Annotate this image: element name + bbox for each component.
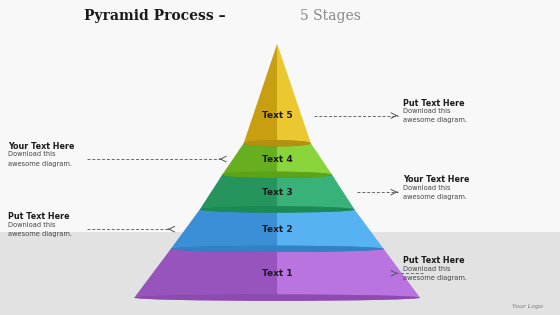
Ellipse shape [171,246,384,252]
Text: Your Text Here: Your Text Here [8,142,75,151]
Ellipse shape [222,172,332,177]
Ellipse shape [244,141,311,146]
Text: awesome diagram.: awesome diagram. [8,231,72,237]
Ellipse shape [171,246,384,251]
Text: Download this: Download this [403,266,451,272]
Text: Put Text Here: Put Text Here [403,256,465,265]
Ellipse shape [222,172,332,178]
Polygon shape [277,175,354,209]
Ellipse shape [200,206,354,213]
Polygon shape [134,249,420,298]
Polygon shape [244,44,277,143]
Text: Text 3: Text 3 [262,188,292,197]
Ellipse shape [244,140,311,146]
Text: Download this: Download this [403,185,451,191]
Polygon shape [222,143,277,175]
Text: Put Text Here: Put Text Here [403,99,465,108]
Ellipse shape [222,172,332,177]
Text: awesome diagram.: awesome diagram. [403,275,467,281]
Ellipse shape [171,246,384,251]
Polygon shape [244,44,311,143]
Bar [0,232,560,315]
Polygon shape [171,209,277,249]
Polygon shape [200,175,277,209]
Polygon shape [134,249,277,298]
Polygon shape [277,249,420,298]
Ellipse shape [134,295,420,301]
Text: awesome diagram.: awesome diagram. [8,161,72,167]
Text: Text 4: Text 4 [262,155,292,163]
Ellipse shape [200,206,354,213]
Ellipse shape [244,141,311,146]
Ellipse shape [200,207,354,212]
Text: Put Text Here: Put Text Here [8,212,70,221]
Text: 5 Stages: 5 Stages [300,9,361,23]
Text: Download this: Download this [403,108,451,114]
Text: Text 2: Text 2 [262,225,292,234]
Ellipse shape [171,246,384,252]
Polygon shape [171,209,384,249]
Polygon shape [277,44,311,143]
Text: awesome diagram.: awesome diagram. [403,194,467,200]
Polygon shape [277,143,332,175]
Text: Text 1: Text 1 [262,269,292,278]
Polygon shape [222,143,332,175]
Text: Your Text Here: Your Text Here [403,175,470,184]
Text: Pyramid Process –: Pyramid Process – [84,9,231,23]
Polygon shape [277,209,384,249]
Ellipse shape [200,207,354,212]
Polygon shape [200,175,354,209]
Bar [0,0,560,232]
Ellipse shape [244,140,311,146]
Text: Download this: Download this [8,221,56,227]
Text: awesome diagram.: awesome diagram. [403,117,467,123]
Ellipse shape [222,172,332,178]
Ellipse shape [134,295,420,301]
Text: Your Logo: Your Logo [512,304,543,309]
Text: Text 5: Text 5 [262,111,292,120]
Text: Download this: Download this [8,152,56,158]
